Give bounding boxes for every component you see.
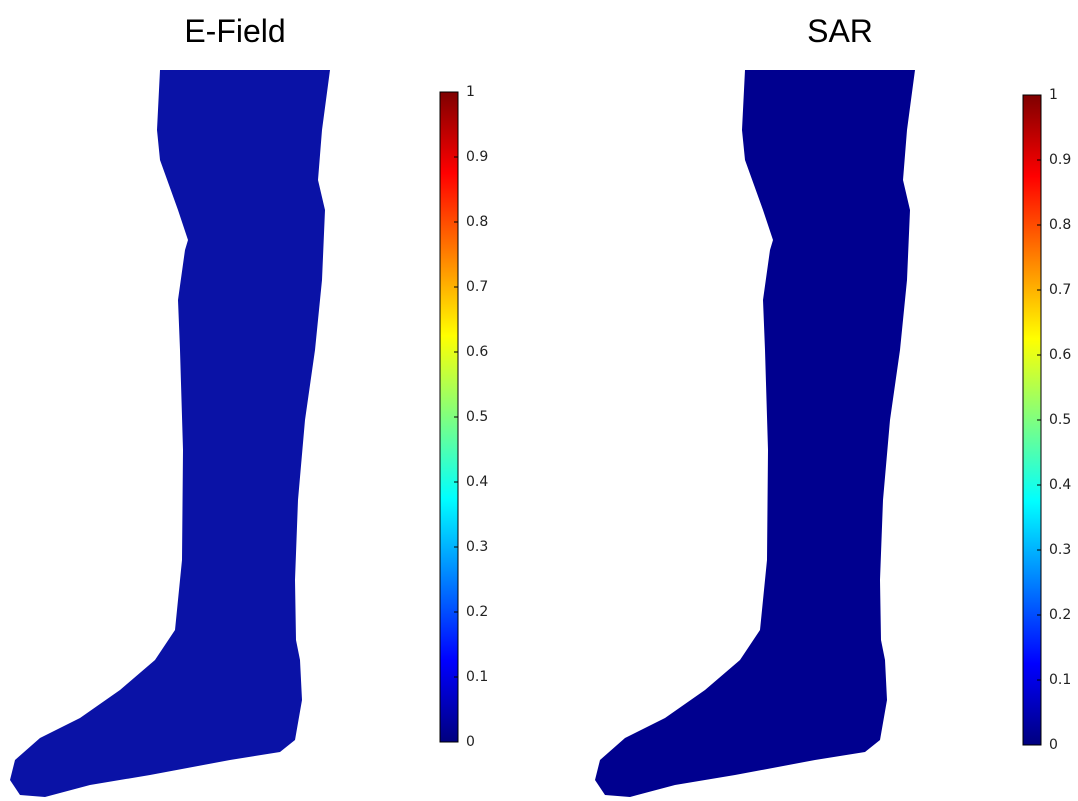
colorbar-tick-label: 0.3 — [466, 539, 488, 555]
colorbar-tick-label: 0.6 — [466, 344, 488, 360]
colorbar-tick-label: 0.2 — [1049, 607, 1071, 623]
colorbar-tick-label: 0.5 — [1049, 412, 1071, 428]
colorbar-tick-label: 0.7 — [466, 279, 488, 295]
figure: E-Field 0 0.1 0.2 0.3 0.4 0.5 0.6 0.7 0.8 0.9 1 SAR 0… — [0, 0, 1078, 801]
colorbar-tick-label: 0 — [466, 734, 475, 750]
colorbar-tick-label: 0.1 — [1049, 672, 1071, 688]
panel-title: E-Field — [184, 13, 285, 49]
colorbar-tick-label: 0.9 — [1049, 152, 1071, 168]
colorbar-tick-label: 0.5 — [466, 409, 488, 425]
colorbar-tick-label: 0.2 — [466, 604, 488, 620]
colorbar-tick-label: 0.4 — [466, 474, 488, 490]
colorbar-tick-label: 0 — [1049, 737, 1058, 753]
colorbar-tick-label: 1 — [1049, 87, 1058, 103]
panel-title: SAR — [807, 13, 873, 49]
colorbar-tick-label: 0.4 — [1049, 477, 1071, 493]
colorbar-tick-label: 0.9 — [466, 149, 488, 165]
colorbar-tick-label: 0.6 — [1049, 347, 1071, 363]
colorbar-tick-label: 0.1 — [466, 669, 488, 685]
colorbar-tick-label: 0.8 — [1049, 217, 1071, 233]
leg-field-map — [595, 70, 915, 797]
colorbar-tick-label: 0.8 — [466, 214, 488, 230]
colorbar-tick-label: 1 — [466, 84, 475, 100]
colorbar-tick-label: 0.3 — [1049, 542, 1071, 558]
colorbar-tick-label: 0.7 — [1049, 282, 1071, 298]
leg-field-map — [10, 70, 330, 797]
